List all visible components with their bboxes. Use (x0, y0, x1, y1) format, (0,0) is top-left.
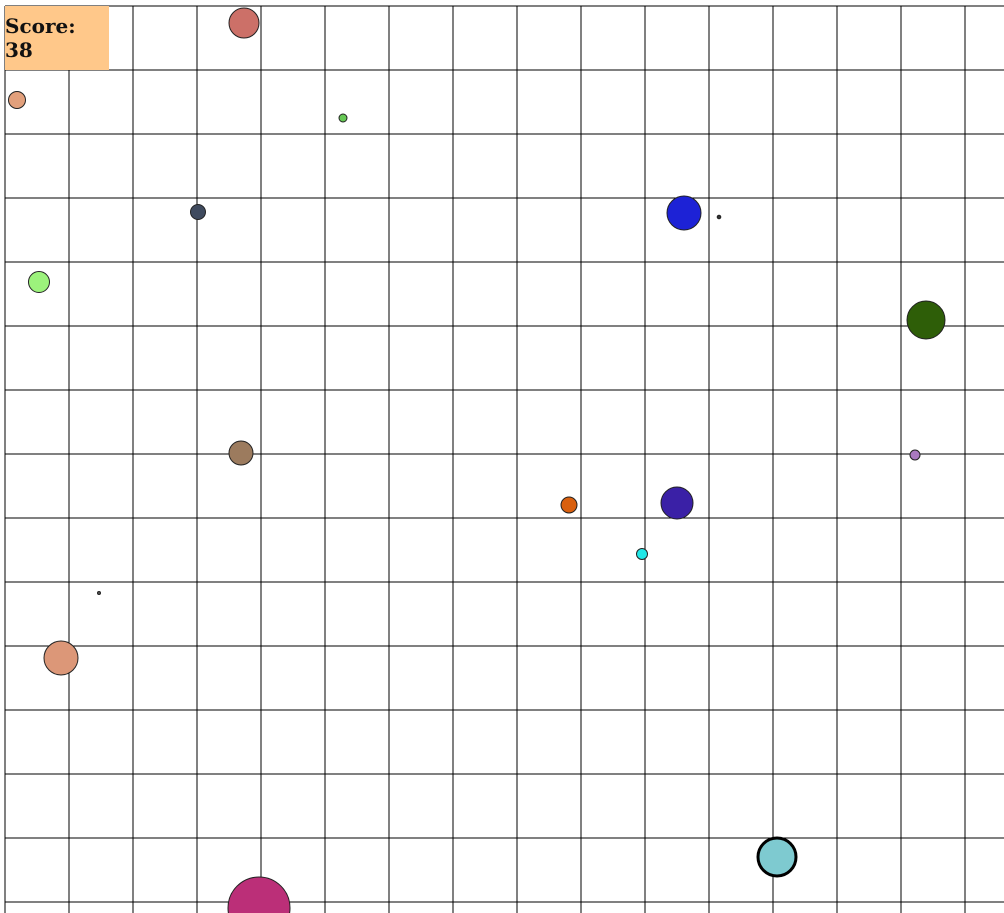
food-cell (338, 113, 348, 123)
cells-layer (8, 7, 946, 913)
food-cell (228, 440, 254, 466)
score-label: Score: 38 (5, 14, 76, 62)
enemy-cell (906, 300, 946, 340)
player-cell (756, 836, 798, 878)
enemy-cell (227, 876, 291, 913)
food-cell (228, 7, 260, 39)
food-cell (97, 591, 101, 595)
score-panel: Score: 38 (5, 6, 109, 70)
enemy-cell (660, 486, 694, 520)
food-cell (8, 91, 26, 109)
food-cell (190, 204, 206, 220)
food-cell (716, 214, 722, 220)
grid (4, 5, 1004, 913)
food-cell (43, 640, 79, 676)
enemy-cell (666, 195, 702, 231)
food-cell (560, 496, 578, 514)
food-cell (636, 548, 648, 560)
food-cell (28, 271, 50, 293)
food-cell (909, 449, 921, 461)
